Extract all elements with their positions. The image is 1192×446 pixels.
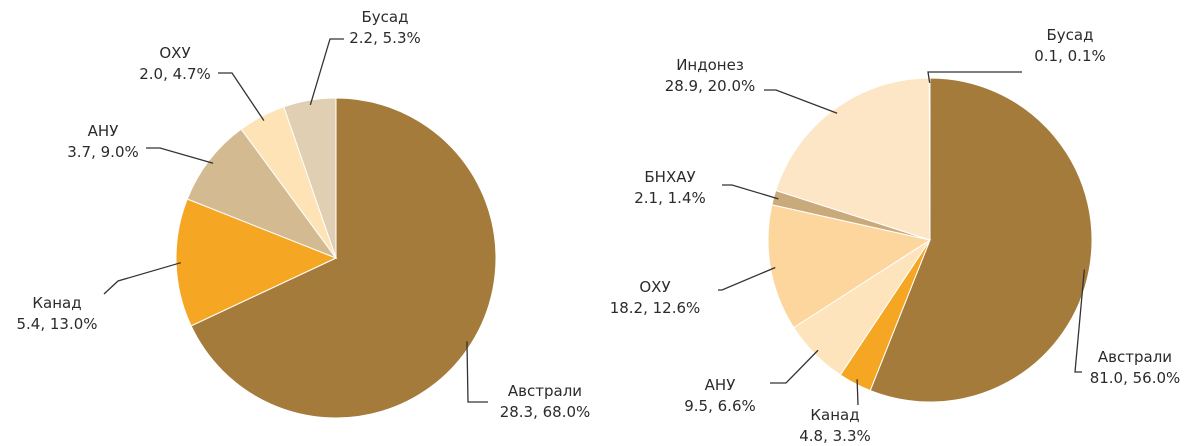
label-value: 0.1, 0.1%: [1034, 47, 1106, 65]
leader-line: [1074, 269, 1085, 373]
data-label: Бусад 2.2, 5.3%: [349, 8, 421, 47]
label-name: Австрали: [508, 382, 582, 400]
data-label: Бусад 0.1, 0.1%: [1034, 26, 1106, 65]
label-value: 4.8, 3.3%: [799, 427, 871, 445]
leader-line: [103, 262, 182, 295]
label-name: АНУ: [88, 122, 119, 140]
leader-line: [718, 266, 776, 291]
leader-line: [927, 71, 1022, 83]
label-name: Канад: [32, 294, 81, 312]
label-value: 28.3, 68.0%: [500, 403, 591, 421]
label-value: 28.9, 20.0%: [665, 77, 756, 95]
data-label: АНУ 9.5, 6.6%: [684, 376, 756, 415]
label-name: Бусад: [362, 8, 409, 26]
label-name: Австрали: [1098, 348, 1172, 366]
label-name: АНУ: [705, 376, 736, 394]
pie-slice: [190, 97, 497, 419]
leader-line: [309, 38, 344, 106]
label-name: БНХАУ: [644, 168, 695, 186]
pie-slice: [869, 77, 1093, 403]
data-label: Канад 5.4, 13.0%: [16, 294, 97, 333]
label-name: Канад: [810, 406, 859, 424]
label-value: 3.7, 9.0%: [67, 143, 139, 161]
data-label: ОХУ 2.0, 4.7%: [139, 44, 211, 83]
leader-line: [764, 89, 838, 114]
pie-slice: [775, 77, 931, 241]
leader-line: [856, 379, 859, 406]
leader-line: [218, 72, 265, 121]
leader-line: [466, 341, 488, 403]
label-value: 18.2, 12.6%: [610, 299, 701, 317]
label-name: Бусад: [1047, 26, 1094, 44]
data-label: Австрали 28.3, 68.0%: [500, 382, 591, 421]
label-value: 9.5, 6.6%: [684, 397, 756, 415]
label-value: 2.0, 4.7%: [139, 65, 211, 83]
label-value: 2.1, 1.4%: [634, 189, 706, 207]
leader-line: [146, 147, 214, 164]
label-name: ОХУ: [159, 44, 190, 62]
label-value: 81.0, 56.0%: [1090, 369, 1181, 387]
label-name: Индонез: [676, 56, 744, 74]
pie-slice: [175, 198, 338, 327]
data-label: ОХУ 18.2, 12.6%: [610, 278, 701, 317]
data-label: Австрали 81.0, 56.0%: [1090, 348, 1181, 387]
data-label: АНУ 3.7, 9.0%: [67, 122, 139, 161]
data-label: БНХАУ 2.1, 1.4%: [634, 168, 706, 207]
pie-slice: [283, 97, 337, 259]
pie-slice: [928, 77, 931, 241]
label-name: ОХУ: [639, 278, 670, 296]
label-value: 2.2, 5.3%: [349, 29, 421, 47]
leader-line: [722, 184, 779, 200]
data-label: Канад 4.8, 3.3%: [799, 406, 871, 445]
leader-line: [770, 349, 819, 384]
data-label: Индонез 28.9, 20.0%: [665, 56, 756, 95]
pie-slice: [186, 128, 338, 260]
label-value: 5.4, 13.0%: [16, 315, 97, 333]
pie-slice: [767, 204, 932, 329]
